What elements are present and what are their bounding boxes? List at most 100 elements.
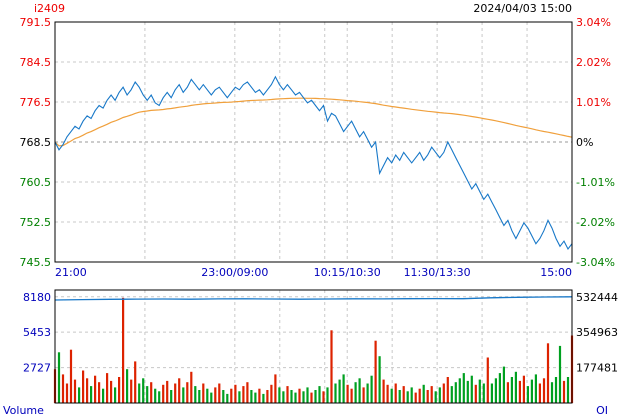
volume-bar	[502, 366, 505, 403]
volume-bar	[378, 356, 381, 403]
percent-axis-label: -3.04%	[576, 256, 615, 269]
volume-bar	[130, 379, 133, 403]
volume-bar	[65, 383, 69, 403]
price-panel-border	[54, 21, 573, 263]
volume-bar	[414, 392, 417, 403]
volume-bar	[73, 379, 77, 403]
volume-axis-label: 2727	[23, 362, 51, 375]
volume-bar	[61, 374, 65, 403]
time-axis-label: 21:00	[55, 266, 87, 279]
price-axis-label: 745.5	[20, 256, 52, 269]
volume-bar	[294, 392, 297, 403]
volume-bar	[274, 374, 277, 403]
volume-bar	[394, 383, 397, 403]
volume-bar	[258, 388, 261, 403]
volume-bar	[122, 297, 125, 403]
volume-bar	[218, 383, 221, 403]
volume-bar	[142, 378, 145, 403]
volume-bar	[290, 390, 293, 403]
volume-bar	[474, 384, 477, 403]
volume-bar	[334, 383, 337, 403]
volume-bar	[150, 382, 153, 403]
volume-axis-label: 5453	[23, 326, 51, 339]
time-axis-label: 11:30/13:30	[404, 266, 471, 279]
volume-bar	[406, 391, 409, 403]
time-axis-label: 10:15/10:30	[314, 266, 381, 279]
volume-bar	[454, 382, 457, 403]
volume-bar	[302, 391, 305, 403]
volume-bar	[318, 386, 321, 403]
volume-bar	[434, 391, 437, 403]
volume-bar	[462, 373, 465, 403]
volume-bar	[542, 378, 546, 403]
volume-bar	[458, 378, 461, 403]
volume-bar	[57, 352, 61, 403]
volume-bar	[422, 384, 425, 403]
volume-bar	[322, 391, 325, 403]
volume-bar	[346, 384, 349, 403]
volume-bar	[442, 383, 445, 403]
volume-bar	[146, 386, 149, 403]
volume-bar	[350, 388, 353, 403]
volume-bar	[338, 379, 341, 403]
volume-bar	[110, 380, 113, 403]
open-interest-panel-title: OI	[596, 404, 608, 417]
volume-bar	[534, 374, 537, 403]
volume-bar	[158, 391, 161, 403]
volume-bar	[86, 378, 89, 403]
volume-bar	[518, 380, 521, 403]
volume-bar	[90, 386, 93, 403]
volume-bar	[78, 387, 81, 403]
price-axis-label: 791.5	[20, 16, 52, 29]
volume-panel-border	[54, 289, 573, 404]
volume-bar	[506, 382, 509, 403]
volume-bar	[430, 386, 433, 403]
volume-bar	[262, 393, 265, 403]
volume-bar	[222, 390, 225, 403]
volume-bar	[326, 387, 329, 403]
volume-bar	[526, 386, 529, 403]
price-axis-label: 784.5	[20, 56, 52, 69]
volume-bar	[466, 380, 469, 403]
volume-bar	[166, 380, 169, 403]
volume-bar	[438, 387, 441, 403]
volume-bar	[390, 388, 393, 403]
volume-bar	[298, 388, 301, 403]
volume-bar	[82, 370, 85, 403]
volume-bar	[482, 383, 485, 403]
volume-bar	[470, 375, 473, 403]
volume-bar	[118, 377, 121, 403]
volume-bar	[202, 383, 205, 403]
volume-bar	[242, 386, 245, 403]
volume-bar	[478, 379, 481, 403]
volume-bar	[522, 375, 525, 403]
volume-bar	[154, 388, 157, 403]
volume-bar	[490, 383, 493, 403]
volume-bar	[178, 378, 181, 403]
datetime-label: 2024/04/03 15:00	[473, 2, 572, 15]
volume-bar	[134, 361, 137, 403]
percent-axis-label: 2.02%	[576, 56, 611, 69]
percent-axis-label: 1.01%	[576, 96, 611, 109]
volume-bar	[554, 377, 558, 403]
volume-bar	[450, 386, 453, 403]
volume-bar	[530, 379, 533, 403]
volume-bar	[418, 388, 421, 403]
volume-bar	[186, 382, 189, 403]
open-interest-axis-label: 354963	[576, 326, 618, 339]
price-axis-label: 752.5	[20, 216, 52, 229]
volume-bar	[310, 392, 313, 403]
volume-bar	[162, 384, 165, 403]
volume-bar	[330, 330, 333, 403]
volume-panel-title: Volume	[3, 404, 44, 417]
volume-bar	[198, 390, 201, 403]
volume-bar	[538, 383, 541, 403]
percent-axis-label: 0%	[576, 136, 593, 149]
volume-bar	[494, 378, 497, 403]
volume-bar	[486, 357, 489, 403]
volume-bar	[374, 340, 377, 403]
volume-bar	[314, 390, 317, 403]
volume-bar	[410, 387, 413, 403]
volume-bar	[426, 390, 429, 403]
